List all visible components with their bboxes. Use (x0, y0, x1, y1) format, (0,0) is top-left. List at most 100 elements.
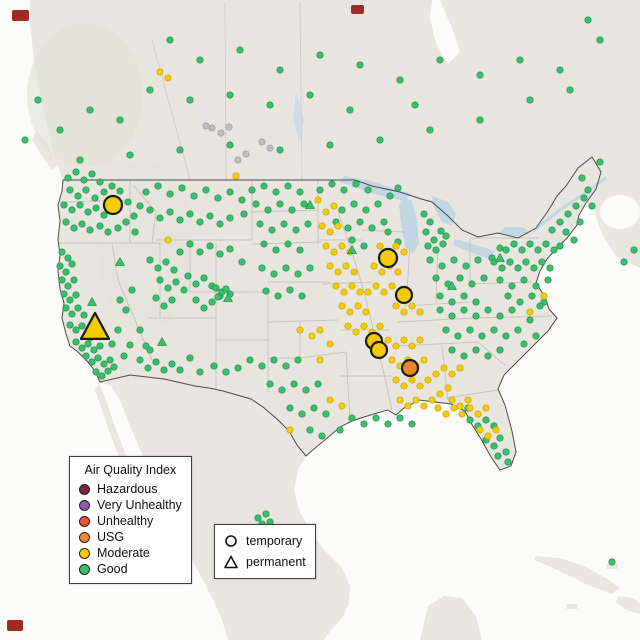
station-dot-good[interactable] (304, 220, 312, 228)
station-dot-inactive[interactable] (258, 138, 266, 146)
station-dot-good[interactable] (462, 262, 470, 270)
station-dot-moderate[interactable] (474, 410, 482, 418)
station-dot-good[interactable] (396, 414, 404, 422)
station-dot-good[interactable] (630, 246, 638, 254)
station-dot-good[interactable] (226, 91, 234, 99)
station-dot-good[interactable] (144, 364, 152, 372)
station-dot-good[interactable] (122, 306, 130, 314)
station-dot-good[interactable] (270, 356, 278, 364)
station-dot-moderate[interactable] (316, 326, 324, 334)
station-dot-moderate[interactable] (378, 268, 386, 276)
station-dot-good[interactable] (504, 292, 512, 300)
station-dot-moderate[interactable] (424, 376, 432, 384)
station-dot-good[interactable] (580, 194, 588, 202)
station-dot-good[interactable] (474, 256, 482, 264)
station-dot-good[interactable] (476, 71, 484, 79)
station-triangle-good[interactable] (495, 253, 505, 262)
station-dot-good[interactable] (588, 202, 596, 210)
station-dot-moderate[interactable] (380, 288, 388, 296)
station-dot-good[interactable] (152, 294, 160, 302)
station-dot-good[interactable] (260, 240, 268, 248)
station-dot-moderate[interactable] (440, 364, 448, 372)
station-dot-good[interactable] (454, 332, 462, 340)
station-dot-moderate[interactable] (314, 196, 322, 204)
station-dot-moderate[interactable] (360, 322, 368, 330)
station-dot-good[interactable] (168, 296, 176, 304)
station-dot-moderate[interactable] (330, 248, 338, 256)
station-dot-good[interactable] (72, 338, 80, 346)
station-dot-good[interactable] (482, 416, 490, 424)
station-dot-good[interactable] (538, 258, 546, 266)
station-dot-good[interactable] (120, 352, 128, 360)
station-dot-good[interactable] (294, 356, 302, 364)
station-dot-moderate[interactable] (396, 396, 404, 404)
station-triangle-good[interactable] (447, 281, 457, 290)
station-dot-moderate[interactable] (354, 302, 362, 310)
station-dot-good[interactable] (436, 292, 444, 300)
station-dot-good[interactable] (542, 240, 550, 248)
station-dot-good[interactable] (166, 208, 174, 216)
station-dot-good[interactable] (254, 514, 262, 522)
station-dot-good[interactable] (424, 242, 432, 250)
station-dot-good[interactable] (222, 368, 230, 376)
station-dot-good[interactable] (316, 186, 324, 194)
station-dot-good[interactable] (490, 326, 498, 334)
station-dot-moderate[interactable] (392, 342, 400, 350)
station-dot-moderate[interactable] (400, 308, 408, 316)
station-dot-good[interactable] (384, 228, 392, 236)
station-dot-good[interactable] (166, 190, 174, 198)
station-dot-good[interactable] (516, 298, 524, 306)
station-dot-good[interactable] (266, 380, 274, 388)
station-dot-good[interactable] (436, 306, 444, 314)
station-dot-moderate[interactable] (388, 282, 396, 290)
station-dot-good[interactable] (160, 366, 168, 374)
station-dot-good[interactable] (426, 126, 434, 134)
station-dot-moderate[interactable] (416, 382, 424, 390)
station-dot-good[interactable] (180, 286, 188, 294)
station-dot-good[interactable] (236, 46, 244, 54)
station-dot-good[interactable] (186, 210, 194, 218)
station-dot-good[interactable] (318, 432, 326, 440)
station-dot-moderate[interactable] (404, 402, 412, 410)
station-dot-good[interactable] (494, 452, 502, 460)
station-dot-moderate[interactable] (400, 336, 408, 344)
station-dot-moderate[interactable] (408, 376, 416, 384)
station-dot-good[interactable] (68, 260, 76, 268)
station-dot-good[interactable] (284, 240, 292, 248)
station-dot-moderate[interactable] (448, 396, 456, 404)
station-dot-good[interactable] (498, 264, 506, 272)
station-dot-good[interactable] (298, 292, 306, 300)
station-dot-good[interactable] (98, 372, 106, 380)
station-dot-good[interactable] (160, 302, 168, 310)
station-dot-good[interactable] (146, 256, 154, 264)
station-dot-moderate[interactable] (350, 268, 358, 276)
station-dot-good[interactable] (314, 380, 322, 388)
station-triangle-good[interactable] (157, 337, 167, 346)
station-dot-inactive[interactable] (234, 156, 242, 164)
station-dot-good[interactable] (100, 188, 108, 196)
station-dot-moderate[interactable] (338, 402, 346, 410)
station-dot-good[interactable] (136, 202, 144, 210)
station-triangle-good[interactable] (115, 257, 125, 266)
station-dot-moderate[interactable] (372, 282, 380, 290)
station-dot-moderate[interactable] (442, 410, 450, 418)
station-dot-moderate[interactable] (346, 308, 354, 316)
station-dot-moderate[interactable] (322, 242, 330, 250)
station-dot-good[interactable] (256, 220, 264, 228)
station-dot-moderate[interactable] (492, 426, 500, 434)
station-dot-good[interactable] (80, 176, 88, 184)
station-dot-good[interactable] (206, 212, 214, 220)
station-dot-good[interactable] (116, 187, 124, 195)
station-dot-good[interactable] (216, 250, 224, 258)
station-dot-moderate[interactable] (392, 376, 400, 384)
station-dot-good[interactable] (192, 296, 200, 304)
station-dot-good[interactable] (238, 196, 246, 204)
station-dot-good[interactable] (131, 228, 139, 236)
station-dot-good[interactable] (122, 218, 130, 226)
station-dot-moderate[interactable] (348, 282, 356, 290)
station-dot-moderate[interactable] (392, 242, 400, 250)
station-dot-good[interactable] (526, 240, 534, 248)
station-dot-good[interactable] (468, 280, 476, 288)
station-dot-good[interactable] (326, 141, 334, 149)
station-dot-moderate[interactable] (408, 302, 416, 310)
